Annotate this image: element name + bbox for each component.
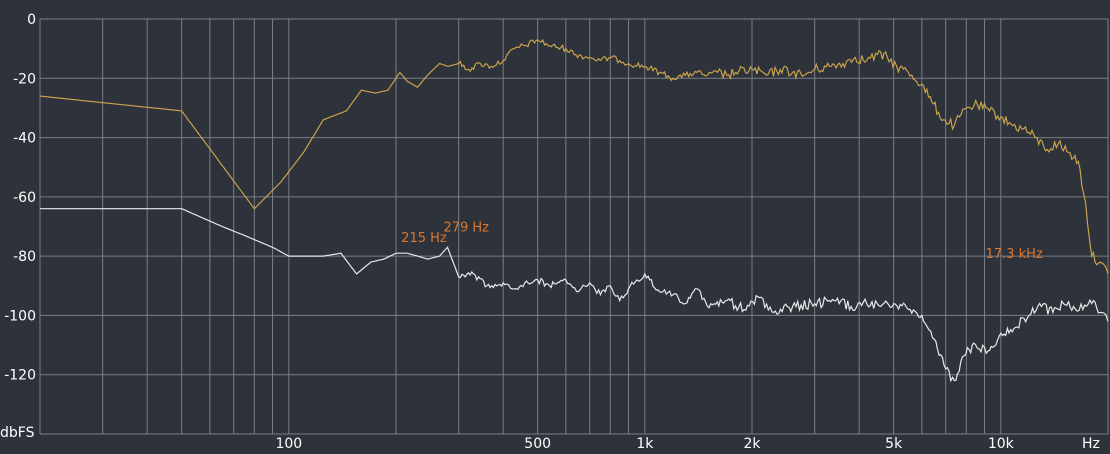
- series-line: [40, 208, 1109, 383]
- x-tick-label: 100: [275, 436, 302, 452]
- peak-marker-label: 215 Hz: [401, 231, 447, 246]
- y-tick-label: -40: [13, 131, 36, 147]
- y-tick-label: -20: [13, 71, 36, 87]
- peak-marker-label: 279 Hz: [443, 220, 489, 235]
- x-tick-label: 500: [524, 436, 551, 452]
- tick-labels: 0 -20 -40 -60 -80 -100 -120 100 500 1k 2k 5k 10k: [4, 12, 1014, 452]
- peak-marker-label: 17.3 kHz: [986, 247, 1043, 262]
- grid-lines: [39, 18, 1109, 435]
- series-line: [39, 38, 1109, 275]
- y-tick-label: -60: [13, 190, 36, 206]
- y-tick-label: 0: [27, 12, 36, 28]
- x-tick-label: 1k: [636, 436, 654, 452]
- y-tick-label: -120: [4, 368, 36, 384]
- x-tick-label: 2k: [743, 436, 761, 452]
- x-tick-label: 5k: [885, 436, 903, 452]
- x-axis-label: Hz: [1082, 436, 1100, 452]
- series-group: [39, 38, 1109, 383]
- x-tick-label: 10k: [988, 436, 1015, 452]
- y-axis-label: dbFS: [0, 425, 35, 441]
- y-tick-label: -100: [4, 308, 36, 324]
- y-tick-label: -80: [13, 249, 36, 265]
